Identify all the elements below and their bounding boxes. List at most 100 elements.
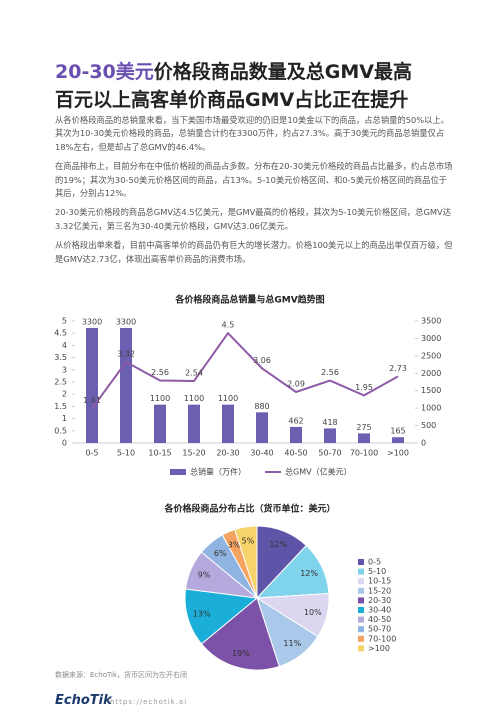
pie-slice [200,597,280,670]
x-tick-label: 70-100 [350,449,378,458]
bar [358,433,370,443]
title-text: 价格段商品数量及总GMV最高 [153,61,412,83]
line [91,331,399,410]
pie-chart: 各价格段商品分布占比（货币单位：美元） 12% 0-5 12% 5-10 10% 10-1… [163,503,396,670]
y2-tick-label: 1500 [421,386,441,395]
slice-label: 12% [300,569,318,578]
legend-swatch [358,607,364,613]
title-accent: 20-30美元 [55,61,154,83]
y-tick-label: 5 [62,317,67,326]
slice-label: 19% [232,649,250,658]
combo-chart: 各价格段商品总销量与总GMV趋势图 00.511.522.533.544.550… [54,294,441,477]
slice-label: 11% [283,639,301,648]
legend-swatch [358,587,364,594]
logo: EchoTik [55,693,112,708]
legend-label: 15-20 [368,586,391,595]
x-tick-label: 5-10 [117,449,135,458]
bar-value-label: 1100 [184,394,204,403]
bar [392,437,404,443]
slice-label: 3% [228,541,241,550]
y-tick-label: 4.5 [54,329,67,338]
line-value-label: 2.09 [287,380,305,389]
legend-label: >100 [368,644,390,653]
legend-swatch [170,469,186,475]
y-tick-label: 2.5 [54,378,67,387]
y-tick-label: 0.5 [54,426,67,435]
line-value-label: 3.32 [117,349,135,358]
slice-label: 9% [198,571,211,580]
legend-label: 总GMV（亿美元） [285,467,352,477]
url: https://echotik.ai [110,698,188,706]
bar-value-label: 1100 [218,394,238,403]
line-value-label: 2.73 [389,364,407,373]
y2-tick-label: 500 [421,421,436,430]
x-tick-label: 40-50 [284,449,307,458]
paragraph: 20-30美元价格段的商品总GMV达4.5亿美元，是GMV最高的价格段，其次为5… [55,207,452,231]
bar [290,426,302,443]
x-tick-label: 20-30 [216,449,239,458]
x-tick-label: 0-5 [85,449,98,458]
legend-swatch [358,578,364,585]
line-value-label: 2.56 [151,368,169,377]
y-tick-label: 3 [62,365,67,374]
y-tick-label: 1.5 [54,402,67,411]
legend-swatch [358,616,364,623]
bar [222,404,234,443]
bar-value-label: 165 [390,427,405,436]
line-value-label: 2.56 [321,368,339,377]
pie-slice [234,525,258,599]
line-value-label: 4.5 [222,321,235,330]
bar-value-label: 880 [254,402,269,411]
slice-label: 12% [269,540,287,549]
bar [86,327,98,443]
paragraph: 在商品排布上，目前分布在中低价格段的商品占多数。分布在20-30美元价格段的商品… [55,161,453,199]
bar-value-label: 1100 [150,394,170,403]
source-note: 数据来源：EchoTik，货币区间为左开右闭 [55,671,188,679]
title-text: 百元以上高客单价商品GMV占比正在提升 [55,89,409,111]
bar-value-label: 3300 [82,317,102,326]
pie-slice [184,588,259,645]
x-tick-label: 30-40 [250,449,273,458]
line-value-label: 3.06 [253,356,271,365]
y2-tick-label: 2500 [421,351,441,360]
x-tick-label: 10-15 [148,449,171,458]
y2-tick-label: 1000 [421,404,441,413]
legend-label: 10-15 [368,577,391,586]
slice-label: 10% [304,608,322,617]
y2-tick-label: 0 [421,439,426,448]
bar-value-label: 418 [322,418,337,427]
legend-label: 0-5 [368,558,381,567]
chart-title: 各价格段商品分布占比（货币单位：美元） [163,503,335,515]
bar [120,327,132,443]
y2-tick-label: 2000 [421,369,441,378]
line-value-label: 1.41 [83,396,101,405]
bar [256,412,268,443]
line-value-label: 2.54 [185,369,203,378]
page-title: 20-30美元价格段商品数量及总GMV最高百元以上高客单价商品GMV占比正在提升 [55,58,412,114]
line-value-label: 1.95 [355,383,373,392]
y-tick-label: 4 [62,341,67,350]
slice-label: 13% [193,610,211,619]
y-tick-label: 2 [62,390,67,399]
bar-value-label: 275 [356,423,371,432]
bar [188,404,200,443]
legend-label: 5-10 [368,567,386,576]
x-tick-label: >100 [387,449,409,458]
legend-label: 50-70 [368,625,391,634]
legend-swatch [358,597,364,604]
y2-tick-label: 3000 [421,334,441,343]
y-tick-label: 0 [62,439,67,448]
y2-tick-label: 3500 [421,317,441,326]
slice-label: 5% [242,537,255,546]
bar-value-label: 3300 [116,317,136,326]
legend-label: 70-100 [368,634,396,643]
legend-label: 总销量（万件） [190,467,246,477]
legend-label: 40-50 [368,615,391,624]
x-tick-label: 15-20 [182,449,205,458]
legend-swatch [358,626,364,633]
legend-label: 20-30 [368,596,391,605]
slice-label: 6% [214,549,227,558]
body-text: 从各价格段商品的总销量来看，当下美国市场最受欢迎的仍旧是10美金以下的商品，占总… [55,114,455,272]
legend-label: 30-40 [368,606,391,615]
